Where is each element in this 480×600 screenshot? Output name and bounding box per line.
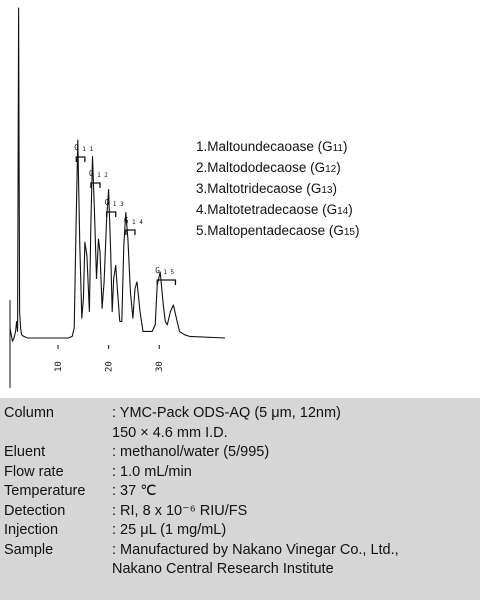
chromatogram-plot: 10 20 30 G 1 1 G 1 2 G 1 3G 1 4 G 1 5 xyxy=(9,7,226,388)
peak-group-bracket xyxy=(156,279,177,285)
condition-row: Eluent : methanol/water (5/995) xyxy=(4,443,480,463)
condition-label: Eluent xyxy=(4,444,46,460)
legend-item-g15: 5.Maltopentadecaose (G15) xyxy=(196,223,360,238)
analysis-conditions: Column : YMC-Pack ODS-AQ (5 μm, 12nm) 15… xyxy=(0,398,480,600)
condition-row: Column : YMC-Pack ODS-AQ (5 μm, 12nm) 15… xyxy=(4,404,480,443)
condition-value: : YMC-Pack ODS-AQ (5 μm, 12nm) 150 × 4.6… xyxy=(112,405,341,441)
legend-item-g14: 4.Maltotetradecaose (G14) xyxy=(196,202,353,217)
x-tick-label: 10 xyxy=(54,361,64,372)
condition-value: : RI, 8 x 10⁻⁶ RIU/FS xyxy=(112,502,248,519)
peak-group-bracket xyxy=(125,229,136,235)
condition-value: : 1.0 mL/min xyxy=(112,463,192,480)
peak-group-label: G 1 3 xyxy=(105,198,124,208)
peak-group-bracket xyxy=(75,156,86,162)
peak-legend: 1.Maltoundecaoase (G11) 2.Maltododecaose… xyxy=(196,137,359,242)
legend-item-g13: 3.Maltotridecaose (G13) xyxy=(196,181,337,196)
series-line xyxy=(9,7,226,342)
condition-label: Sample xyxy=(4,541,54,558)
condition-value: : 37 ℃ xyxy=(112,483,157,499)
condition-label: Detection xyxy=(4,502,66,519)
peak-group-label: G 1 2 xyxy=(89,169,108,179)
peak-group-label: G 1 5 xyxy=(155,266,174,276)
condition-value: : Manufactured by Nakano Vinegar Co., Lt… xyxy=(112,541,399,578)
x-tick-label: 20 xyxy=(105,361,115,372)
condition-label: Flow rate xyxy=(4,463,64,480)
peak-group-label: G 1 4 xyxy=(124,216,143,226)
condition-label: Column xyxy=(4,405,54,421)
condition-row: Flow rate : 1.0 mL/min xyxy=(4,463,480,483)
condition-row: Detection : RI, 8 x 10⁻⁶ RIU/FS xyxy=(4,502,480,522)
legend-item-g11: 1.Maltoundecaoase (G11) xyxy=(196,139,348,154)
condition-label: Injection xyxy=(4,522,59,538)
legend-item-g12: 2.Maltododecaose (G12) xyxy=(196,160,341,175)
condition-row: Sample : Manufactured by Nakano Vinegar … xyxy=(4,541,480,580)
condition-value: : methanol/water (5/995) xyxy=(112,444,270,460)
condition-row: Temperature : 37 ℃ xyxy=(4,482,480,502)
peak-group-bracket xyxy=(90,182,101,188)
x-tick-label: 30 xyxy=(155,361,165,372)
peak-group-bracket xyxy=(105,211,117,217)
condition-label: Temperature xyxy=(4,483,86,499)
condition-row: Injection : 25 μL (1 mg/mL) xyxy=(4,521,480,541)
condition-value: : 25 μL (1 mg/mL) xyxy=(112,522,227,538)
peak-group-label: G 1 1 xyxy=(74,143,93,153)
